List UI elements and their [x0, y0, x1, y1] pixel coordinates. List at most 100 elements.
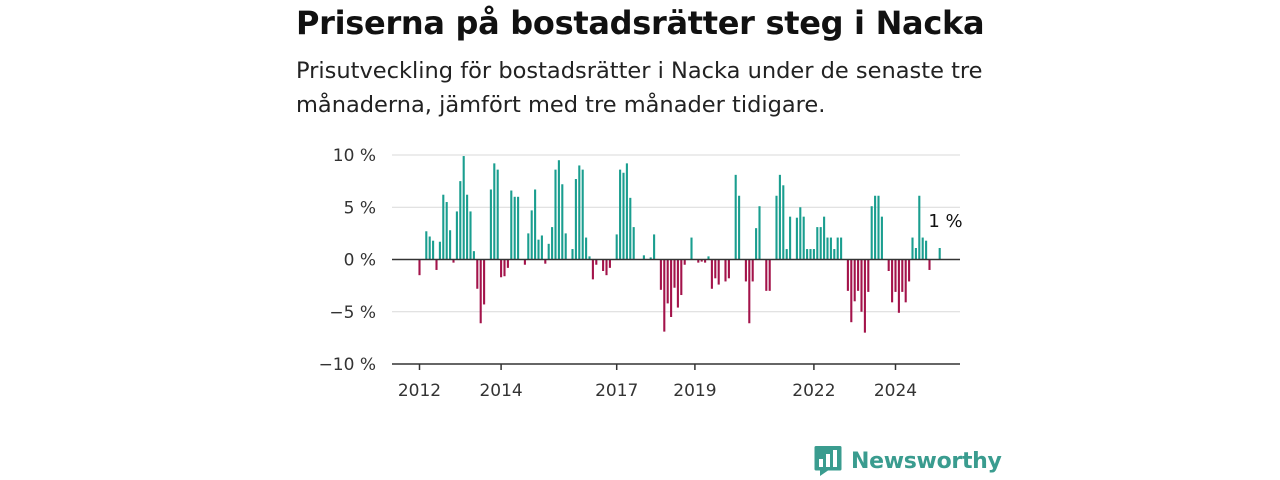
bar: [734, 174, 737, 260]
bar: [717, 259, 720, 285]
x-tick-label: 2022: [792, 381, 835, 401]
bar: [530, 210, 533, 260]
bar: [724, 259, 727, 282]
bar: [836, 237, 839, 260]
bar: [812, 249, 815, 260]
bar: [738, 195, 741, 260]
bar: [867, 259, 870, 292]
bar: [782, 185, 785, 260]
bar: [503, 259, 506, 277]
bar: [710, 259, 713, 289]
y-tick-label: 5 %: [344, 198, 376, 218]
bar: [425, 231, 428, 260]
bar: [690, 237, 693, 260]
newsworthy-brand: Newsworthy: [814, 444, 1002, 478]
bar: [914, 248, 917, 260]
bar: [574, 179, 577, 260]
bar: [653, 234, 656, 260]
bar: [938, 248, 941, 260]
y-tick-label: −10 %: [319, 355, 376, 375]
bar: [472, 251, 475, 260]
bar: [591, 259, 594, 280]
bar: [768, 259, 771, 291]
annotations: 1 %: [928, 211, 962, 232]
bar: [608, 259, 611, 268]
bar: [493, 163, 496, 260]
bar: [432, 240, 435, 260]
bar: [901, 259, 904, 292]
brand-name: Newsworthy: [851, 448, 1002, 474]
bar: [829, 237, 832, 260]
bar: [588, 256, 591, 260]
bar: [897, 259, 900, 313]
x-tick-label: 2012: [398, 381, 441, 401]
bar: [751, 259, 754, 282]
bar: [850, 259, 853, 323]
bar: [449, 230, 452, 260]
bar: [891, 259, 894, 303]
bar: [659, 259, 662, 290]
bar: [554, 169, 557, 260]
bar: [826, 237, 829, 260]
y-tick-label: 10 %: [333, 146, 376, 166]
bar: [428, 236, 431, 260]
x-tick-label: 2024: [874, 381, 917, 401]
bar: [483, 259, 486, 305]
bar: [697, 259, 700, 263]
bar: [789, 216, 792, 260]
bar: [887, 259, 890, 271]
bar: [670, 259, 673, 317]
bar: [765, 259, 768, 291]
bar: [755, 228, 758, 260]
last-value-label: 1 %: [928, 211, 962, 232]
bar: [816, 227, 819, 260]
bar: [748, 259, 751, 324]
bar: [925, 240, 928, 260]
bar: [785, 249, 788, 260]
bar: [673, 259, 676, 288]
bar: [921, 237, 924, 260]
bar: [479, 259, 482, 324]
y-tick-label: 0 %: [344, 251, 376, 271]
bar: [846, 259, 849, 291]
bar: [666, 259, 669, 304]
bar: [510, 190, 513, 260]
bar: [918, 195, 921, 260]
bar: [615, 234, 618, 260]
bar: [642, 255, 645, 260]
bar: [853, 259, 856, 302]
x-axis-labels: 2012 2014 2017 2019 2022 2024: [398, 364, 917, 401]
chart-title: Priserna på bostadsrätter steg i Nacka: [296, 4, 985, 42]
bar: [870, 206, 873, 260]
y-axis-labels: −10 % −5 % 0 % 5 % 10 %: [319, 146, 376, 375]
bar: [904, 259, 907, 303]
x-tick-label: 2017: [595, 381, 638, 401]
bar: [622, 172, 625, 260]
bar: [547, 243, 550, 260]
bar: [819, 227, 822, 260]
bar: [418, 259, 421, 276]
bar: [823, 216, 826, 260]
bar: [476, 259, 479, 289]
bars: [418, 156, 941, 333]
bar: [676, 259, 679, 308]
bar: [455, 211, 458, 260]
bar: [799, 207, 802, 260]
bar: [802, 216, 805, 260]
bar: [863, 259, 866, 333]
bar: [860, 259, 863, 312]
bar: [513, 196, 516, 260]
bar: [877, 195, 880, 260]
x-tick-label: 2014: [479, 381, 522, 401]
bar: [700, 259, 703, 262]
bar: [506, 259, 509, 268]
bar: [581, 169, 584, 260]
bar: [496, 169, 499, 260]
bar: [680, 259, 683, 296]
bar: [727, 259, 730, 279]
bar: [459, 181, 462, 260]
bar: [911, 237, 914, 260]
bar: [469, 211, 472, 260]
bar: [462, 156, 465, 260]
